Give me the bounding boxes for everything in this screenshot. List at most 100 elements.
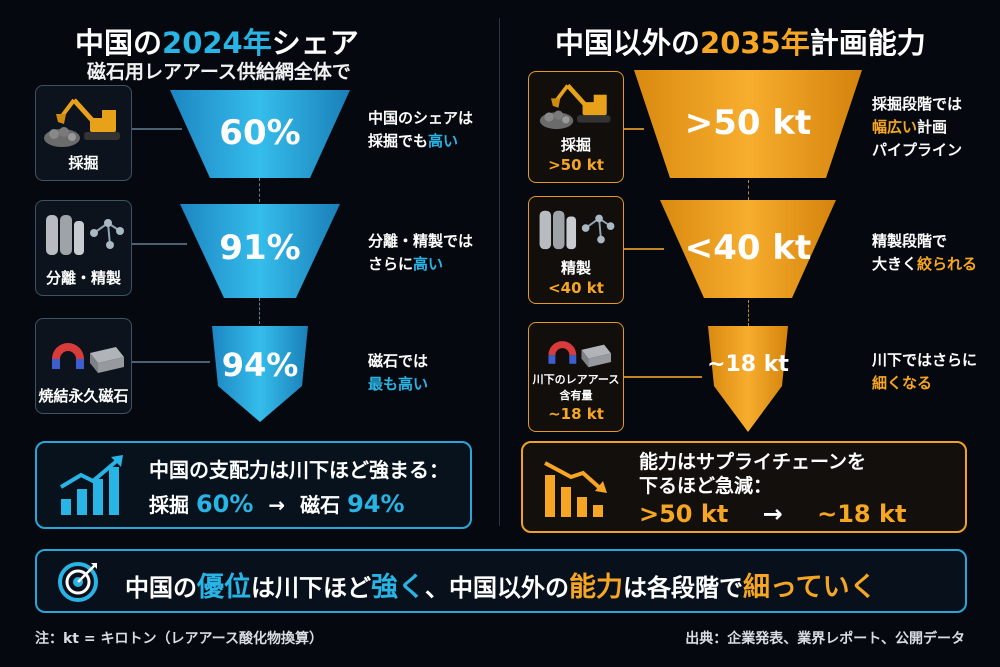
- left-summary-line2: 採掘 60% → 磁石 94%: [149, 489, 405, 520]
- footnote: 注：kt = キロトン（レアアース酸化物換算）: [35, 631, 323, 647]
- stage-label-downstream: 川下のレアアース: [532, 373, 620, 386]
- funnel-value-refining: <40 kt: [684, 228, 812, 268]
- dashed-connector: [748, 180, 749, 200]
- right-funnel: [634, 70, 862, 432]
- note-highlight: 高い: [428, 132, 459, 150]
- note-line: 精製段階で: [872, 232, 948, 250]
- stage-box-downstream-capacity: 川下のレアアース 含有量 ~18 kt: [528, 322, 624, 432]
- connector-line: [624, 128, 644, 130]
- note-text: 大きく: [872, 255, 918, 273]
- funnel-value-refining: 91%: [219, 228, 301, 268]
- note-highlight: 細くなる: [872, 374, 933, 392]
- right-title-prefix: 中国以外の: [555, 26, 701, 60]
- connector-line: [624, 376, 702, 378]
- note-mining-capacity: 採掘段階では 幅広い計画 パイプライン: [872, 93, 962, 162]
- note-line: 川下ではさらに: [872, 351, 978, 369]
- magnet-icon: [52, 343, 124, 373]
- note-highlight: 絞られる: [917, 255, 978, 273]
- note-mining: 中国のシェアは 採掘でも高い: [368, 107, 473, 153]
- note-highlight: 幅広い: [872, 118, 918, 136]
- funnel-segment-refining: [660, 200, 836, 298]
- funnel-segment-magnet: [212, 326, 308, 422]
- funnel-segment-refining: [180, 204, 340, 298]
- stage-capacity-downstream: ~18 kt: [548, 405, 604, 423]
- source-note: 出典：企業発表、業界レポート、公開データ: [685, 631, 965, 647]
- stage-label-mining: 採掘: [68, 154, 99, 172]
- connector-line: [132, 128, 182, 130]
- summary-label: 磁石: [300, 493, 341, 517]
- stage-label-downstream-content: 含有量: [559, 389, 593, 402]
- refinery-molecule-icon: [539, 210, 615, 250]
- connector-line: [132, 361, 210, 363]
- summary-value: ~18 kt: [817, 500, 907, 528]
- note-line: 大きく絞られる: [872, 253, 977, 276]
- connector-line: [624, 248, 664, 250]
- stage-capacity-mining: >50 kt: [548, 156, 604, 174]
- rising-bar-chart-icon: [59, 455, 123, 515]
- banner-highlight: 優位: [197, 572, 251, 603]
- left-summary-box: 中国の支配力は川下ほど強まる： 採掘 60% → 磁石 94%: [35, 441, 472, 529]
- funnel-value-magnet: 94%: [221, 346, 299, 384]
- right-title-year: 2035年: [700, 26, 810, 60]
- funnel-value-mining: >50 kt: [684, 103, 812, 143]
- note-line: 採掘でも高い: [368, 130, 473, 153]
- refinery-molecule-icon: [46, 215, 124, 255]
- summary-value: 60%: [195, 490, 254, 518]
- banner-part: 、中国以外の: [425, 574, 569, 602]
- left-summary-line1: 中国の支配力は川下ほど強まる：: [149, 458, 449, 482]
- magnet-icon: [548, 341, 612, 368]
- stage-label-refining: 精製: [560, 259, 591, 277]
- left-title-year: 2024年: [162, 26, 272, 60]
- funnel-value-downstream: ~18 kt: [707, 352, 789, 377]
- note-line: 磁石では: [368, 352, 429, 370]
- banner-highlight: 能力: [569, 572, 623, 603]
- left-subtitle: 磁石用レアアース供給網全体で: [87, 61, 351, 83]
- note-refining-capacity: 精製段階で 大きく絞られる: [872, 230, 977, 276]
- connector-line: [132, 243, 187, 245]
- left-title: 中国の2024年シェア: [75, 20, 359, 62]
- funnel-segment-mining: [634, 70, 862, 178]
- note-line: 分離・精製では: [368, 232, 474, 250]
- arrow-icon: →: [762, 500, 783, 528]
- note-highlight: 最も高い: [368, 375, 429, 393]
- note-refining: 分離・精製では さらに高い: [368, 230, 473, 276]
- right-summary-box: 能力はサプライチェーンを 下るほど急減： >50 kt → ~18 kt: [521, 441, 967, 533]
- banner-highlight: 強く: [371, 572, 425, 603]
- stage-label-mining: 採掘: [560, 136, 591, 154]
- note-line: さらに高い: [368, 253, 473, 276]
- note-magnet: 磁石では 最も高い: [368, 350, 428, 396]
- stage-box-magnet: 焼結永久磁石: [35, 318, 132, 414]
- funnel-segment-downstream: [708, 326, 788, 432]
- left-title-prefix: 中国の: [75, 26, 163, 60]
- stage-box-mining-capacity: 採掘 >50 kt: [528, 71, 624, 183]
- dashed-connector: [259, 178, 260, 202]
- excavator-icon: [539, 83, 611, 130]
- note-line: 幅広い計画: [872, 116, 962, 139]
- banner-part: は各段階で: [623, 574, 743, 602]
- right-summary-line1: 能力はサプライチェーンを: [639, 451, 867, 473]
- right-summary-line3: >50 kt → ~18 kt: [639, 499, 906, 529]
- dashed-connector: [748, 300, 749, 326]
- stage-box-mining: 採掘: [35, 85, 132, 181]
- right-title: 中国以外の2035年計画能力: [555, 20, 926, 62]
- note-text: 採掘でも: [368, 132, 429, 150]
- right-title-suffix: 計画能力: [809, 26, 926, 60]
- summary-value: 94%: [347, 490, 405, 518]
- stage-capacity-refining: <40 kt: [548, 279, 604, 297]
- banner-highlight: 細っていく: [743, 572, 877, 603]
- banner-part: 中国の: [125, 574, 197, 602]
- arrow-icon: →: [268, 493, 286, 517]
- center-divider: [499, 18, 500, 526]
- left-title-suffix: シェア: [271, 26, 359, 60]
- note-downstream-capacity: 川下ではさらに 細くなる: [872, 349, 977, 395]
- note-text: さらに: [368, 255, 414, 273]
- stage-label-refining: 分離・精製: [45, 269, 121, 287]
- funnel-value-mining: 60%: [219, 113, 301, 153]
- excavator-icon: [44, 98, 120, 147]
- conclusion-banner: 中国の優位は川下ほど強く、中国以外の能力は各段階で細っていく: [35, 549, 967, 613]
- right-summary-line2: 下るほど急減：: [639, 475, 773, 497]
- dashed-connector: [259, 298, 260, 324]
- note-line: 採掘段階では: [872, 95, 963, 113]
- left-funnel: [170, 90, 350, 422]
- summary-label: 採掘: [149, 493, 189, 517]
